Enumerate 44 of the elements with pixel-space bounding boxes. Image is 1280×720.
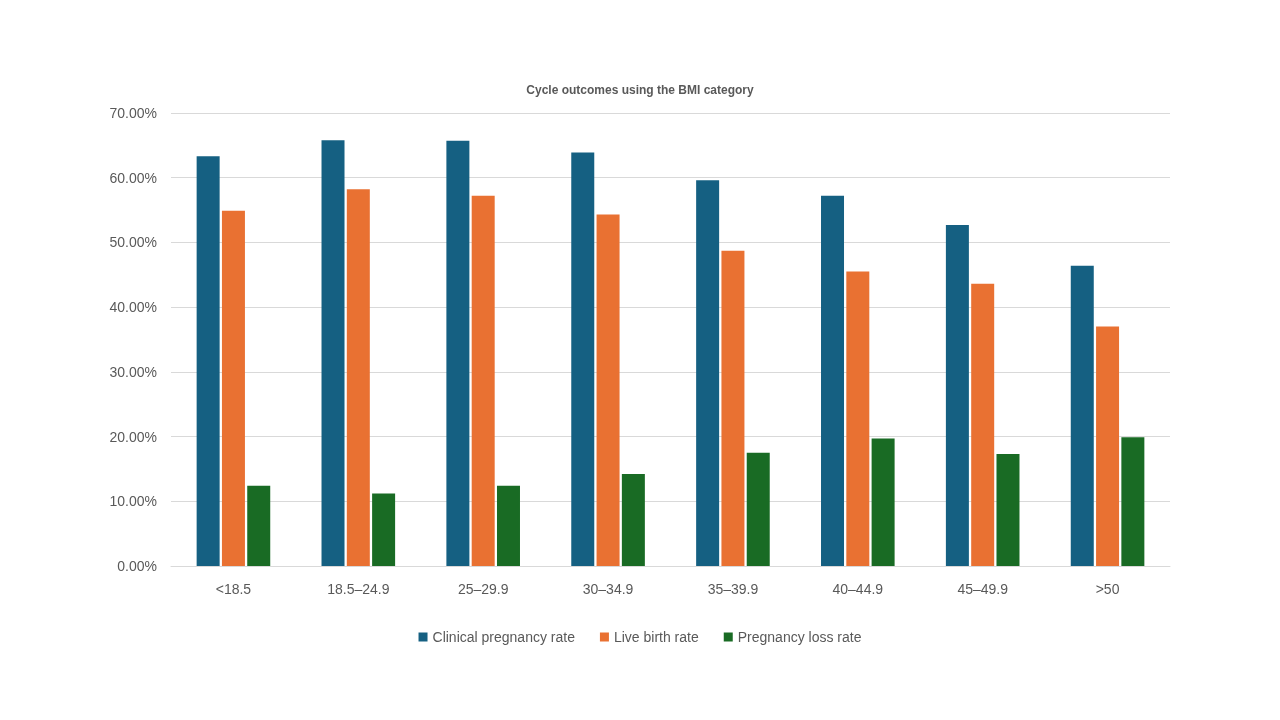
y-tick-label: 10.00%	[109, 493, 157, 510]
y-tick-label: 60.00%	[109, 169, 157, 186]
y-tick-label: 70.00%	[109, 105, 157, 121]
bar	[596, 214, 620, 566]
bar	[221, 210, 245, 566]
bar	[821, 195, 845, 566]
bar	[846, 271, 870, 566]
bar	[247, 485, 271, 566]
bar	[196, 156, 220, 566]
chart-title: Cycle outcomes using the BMI category	[526, 83, 755, 97]
x-tick-label: >50	[1095, 581, 1120, 597]
y-tick-label: 30.00%	[109, 363, 157, 380]
x-tick-label: 25–29.9	[457, 581, 509, 597]
bar	[1070, 265, 1094, 566]
bar	[1096, 326, 1120, 566]
x-tick-label: 30–34.9	[582, 581, 634, 597]
x-tick-label: 35–39.9	[707, 581, 759, 597]
bar	[696, 180, 720, 566]
bar	[321, 140, 345, 566]
x-tick-label: 18.5–24.9	[327, 581, 390, 597]
x-tick-label: 45–49.9	[957, 581, 1009, 597]
x-tick-label: 40–44.9	[832, 581, 884, 597]
y-tick-label: 50.00%	[109, 234, 157, 251]
bar	[346, 189, 370, 566]
bar	[446, 140, 470, 566]
legend-label: Clinical pregnancy rate	[432, 629, 576, 645]
bar	[871, 438, 895, 566]
bar	[621, 474, 645, 566]
legend-label: Live birth rate	[613, 629, 699, 645]
y-tick-label: 20.00%	[109, 428, 157, 445]
bar	[746, 452, 770, 566]
bar	[496, 485, 520, 566]
legend-label: Pregnancy loss rate	[737, 629, 862, 645]
bar	[721, 250, 745, 566]
bar	[471, 195, 495, 566]
y-tick-label: 40.00%	[109, 299, 157, 316]
bar	[372, 493, 396, 566]
bar	[571, 152, 595, 566]
y-tick-label: 0.00%	[117, 558, 157, 574]
bar	[945, 224, 969, 566]
bar	[1121, 437, 1145, 566]
x-tick-label: <18.5	[215, 581, 252, 597]
bar	[971, 283, 995, 566]
bar	[996, 454, 1020, 566]
